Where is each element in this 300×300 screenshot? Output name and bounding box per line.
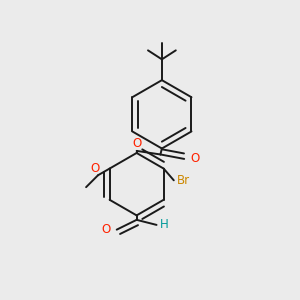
Text: O: O <box>132 137 141 150</box>
Text: O: O <box>90 162 100 175</box>
Text: Br: Br <box>177 174 190 187</box>
Text: H: H <box>160 218 168 231</box>
Text: O: O <box>191 152 200 165</box>
Text: O: O <box>101 223 110 236</box>
